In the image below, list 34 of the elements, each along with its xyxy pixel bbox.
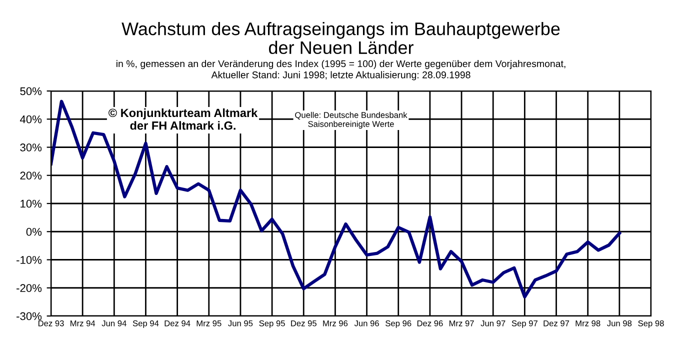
x-tick-label: Dez 95	[291, 320, 316, 326]
annotation: Quelle: Deutsche Bundesbank Saisonbereinigte Werte	[295, 112, 408, 129]
x-tick-label: Mrz 98	[576, 320, 600, 326]
y-tick-label: 10%	[20, 200, 42, 208]
x-tick-label: Mrz 95	[196, 320, 222, 326]
x-tick-label: Sep 98	[638, 320, 664, 328]
x-tick-label: Sep 96	[386, 320, 412, 328]
y-tick-label: 20%	[20, 172, 42, 180]
x-tick-label: Jun 96	[354, 320, 379, 326]
y-tick-label: 50%	[20, 87, 42, 96]
x-tick-label: Mrz 97	[449, 320, 474, 326]
x-tick-label: Sep 97	[512, 320, 538, 328]
y-tick-label: 30%	[20, 144, 42, 152]
y-tick-label: -30%	[16, 312, 42, 320]
x-tick-label: Dez 94	[164, 320, 190, 326]
y-tick-label: 40%	[20, 115, 42, 124]
x-tick-label: Jun 97	[480, 320, 506, 326]
chart-subtitle: in %, gemessen an der Veränderung des Index (1995 = 100) der Werte gegenüber dem Vorjahresmonat, Aktueller Stand: Juni 1998; letzte Aktualisierung: 28.09.1998	[116, 60, 566, 80]
y-tick-label: -20%	[16, 284, 42, 292]
x-tick-label: Jun 95	[228, 320, 253, 326]
line-series	[51, 100, 622, 298]
y-tick-label: 0%	[26, 228, 42, 236]
x-tick-label: Sep 94	[132, 320, 159, 328]
x-tick-label: Jun 98	[607, 320, 632, 326]
x-tick-label: Mrz 94	[70, 320, 96, 326]
x-tick-label: Mrz 96	[323, 320, 348, 326]
x-tick-label: Dez 93	[38, 320, 64, 326]
x-tick-label: Dez 96	[417, 320, 443, 326]
y-tick-label: -10%	[16, 256, 42, 264]
x-tick-label: Jun 94	[102, 320, 126, 326]
chart-title: Wachstum des Auftragseingangs im Bauhauptgewerbe der Neuen Länder	[122, 22, 560, 54]
annotation: © Konjunkturteam Altmark der FH Altmark i.G.	[108, 108, 258, 130]
x-tick-label: Dez 97	[544, 320, 570, 326]
x-tick-label: Sep 95	[259, 320, 285, 328]
